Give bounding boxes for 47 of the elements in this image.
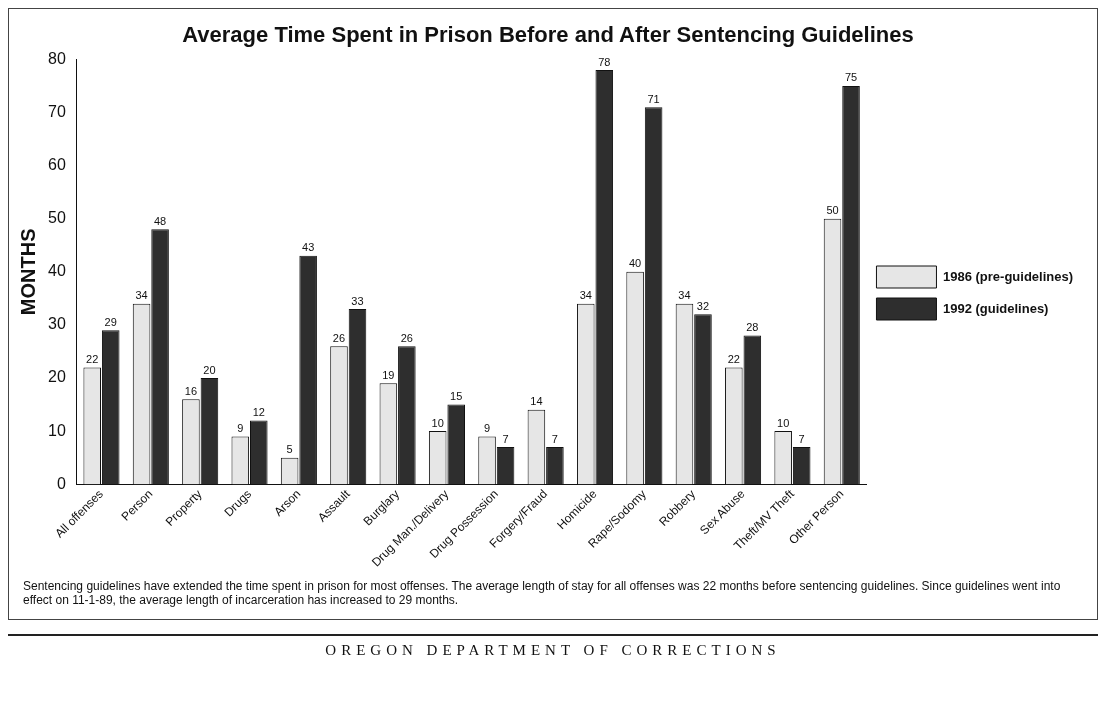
y-axis-title: MONTHS — [16, 228, 39, 316]
data-label: 28 — [746, 321, 759, 334]
data-label: 16 — [184, 384, 198, 397]
data-label: 20 — [203, 363, 216, 376]
data-label: 29 — [104, 315, 117, 328]
data-label: 7 — [551, 432, 558, 445]
data-label: 50 — [826, 204, 839, 217]
y-tick-label: 80 — [48, 49, 66, 67]
legend-label: 1992 (guidelines) — [942, 300, 1049, 316]
y-tick-label: 50 — [48, 209, 66, 227]
data-label: 26 — [400, 331, 413, 344]
data-label: 10 — [777, 416, 790, 429]
data-label: 9 — [483, 421, 491, 434]
data-label: 15 — [450, 390, 463, 403]
data-label: 33 — [351, 294, 364, 307]
data-label: 9 — [237, 421, 244, 434]
data-label: 7 — [798, 432, 805, 445]
data-label: 34 — [579, 289, 592, 302]
data-label: 48 — [153, 214, 167, 227]
text: Sentencing guidelines have extended the time spent in prison for most offenses. The average length of stay for all offenses was 22 months before sentencing guidelines. Since guidelines went into effect on 11-1-89, the average length of incarceration has increased to 29 months. — [23, 579, 1062, 607]
data-label: 19 — [382, 368, 395, 381]
y-tick-label: 20 — [48, 368, 66, 386]
data-label: 5 — [286, 443, 293, 456]
y-tick-label: 30 — [48, 315, 66, 333]
data-label: 26 — [332, 331, 346, 344]
data-label: 43 — [302, 241, 315, 254]
data-label: 34 — [135, 289, 148, 302]
data-label: 34 — [678, 289, 691, 302]
y-tick-label: 40 — [48, 262, 66, 280]
data-label: 14 — [530, 395, 543, 408]
data-label: 32 — [696, 299, 710, 312]
text: OREGON DEPARTMENT OF CORRECTIONS — [324, 642, 782, 659]
legend-label: 1986 (pre-guidelines) — [942, 268, 1074, 284]
y-tick-label: 10 — [48, 421, 66, 439]
data-label: 12 — [252, 406, 265, 419]
data-label: 7 — [502, 432, 509, 445]
data-label: 22 — [86, 352, 99, 365]
data-label: 22 — [727, 352, 740, 365]
data-label: 10 — [431, 416, 444, 429]
data-label: 71 — [647, 92, 660, 105]
y-tick-label: 60 — [48, 156, 66, 174]
data-label: 40 — [628, 257, 642, 270]
y-tick-label: 0 — [56, 474, 66, 492]
data-label: 75 — [844, 71, 858, 84]
data-label: 78 — [598, 55, 611, 68]
y-tick-label: 70 — [48, 102, 66, 120]
chart-title: Average Time Spent in Prison Before and After Sentencing Guidelines — [182, 22, 914, 48]
